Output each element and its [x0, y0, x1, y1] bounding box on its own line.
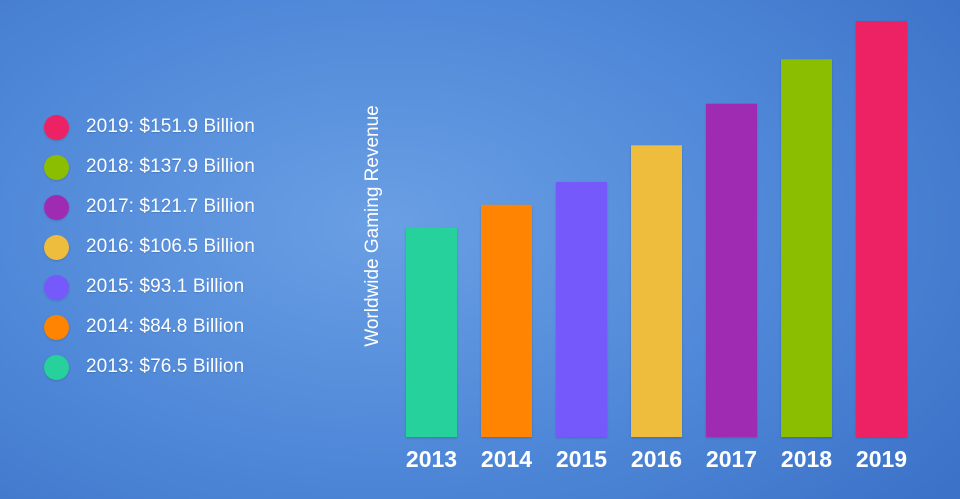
legend-item: 2016: $106.5 Billion	[44, 232, 255, 262]
legend-dot	[44, 274, 69, 300]
legend-label: 2019: $151.9 Billion	[86, 116, 255, 137]
bars-group	[406, 21, 907, 438]
x-tick-label: 2015	[556, 446, 607, 472]
x-tick-labels: 2013 2014 2015 2016 2017 2018 2019	[406, 446, 907, 472]
bar-2014	[481, 204, 532, 437]
legend-label: 2013: $76.5 Billion	[86, 356, 245, 377]
legend-item: 2019: $151.9 Billion	[44, 112, 255, 142]
legend-label: 2014: $84.8 Billion	[86, 316, 245, 337]
x-tick-label: 2019	[856, 446, 907, 472]
legend-label: 2018: $137.9 Billion	[86, 156, 255, 177]
bar-2016	[631, 145, 682, 438]
bar-2019	[856, 21, 907, 437]
x-tick-label: 2017	[706, 446, 757, 472]
bar-2013	[406, 227, 457, 437]
x-tick-label: 2014	[481, 446, 532, 472]
legend-dot	[44, 194, 69, 220]
legend-label: 2016: $106.5 Billion	[86, 236, 255, 257]
bar-2018	[781, 59, 832, 438]
legend: 2019: $151.9 Billion 2018: $137.9 Billion…	[44, 112, 344, 382]
x-tick-label: 2016	[631, 446, 682, 472]
legend-dot	[44, 154, 69, 180]
legend-label: 2015: $93.1 Billion	[86, 276, 245, 297]
bar-2015	[556, 182, 607, 437]
legend-item: 2014: $84.8 Billion	[44, 312, 244, 342]
legend-dot	[44, 354, 69, 380]
legend-dot	[44, 114, 69, 140]
legend-item: 2017: $121.7 Billion	[44, 192, 255, 222]
x-tick-label: 2013	[406, 446, 457, 472]
x-tick-label: 2018	[781, 446, 832, 472]
y-axis-label: Worldwide Gaming Revenue	[362, 105, 383, 347]
bar-2017	[706, 103, 757, 437]
legend-dot	[44, 314, 69, 340]
legend-item: 2018: $137.9 Billion	[44, 152, 255, 182]
legend-dot	[44, 234, 69, 260]
legend-item: 2013: $76.5 Billion	[44, 352, 244, 382]
legend-item: 2015: $93.1 Billion	[44, 272, 244, 302]
legend-label: 2017: $121.7 Billion	[86, 196, 255, 217]
